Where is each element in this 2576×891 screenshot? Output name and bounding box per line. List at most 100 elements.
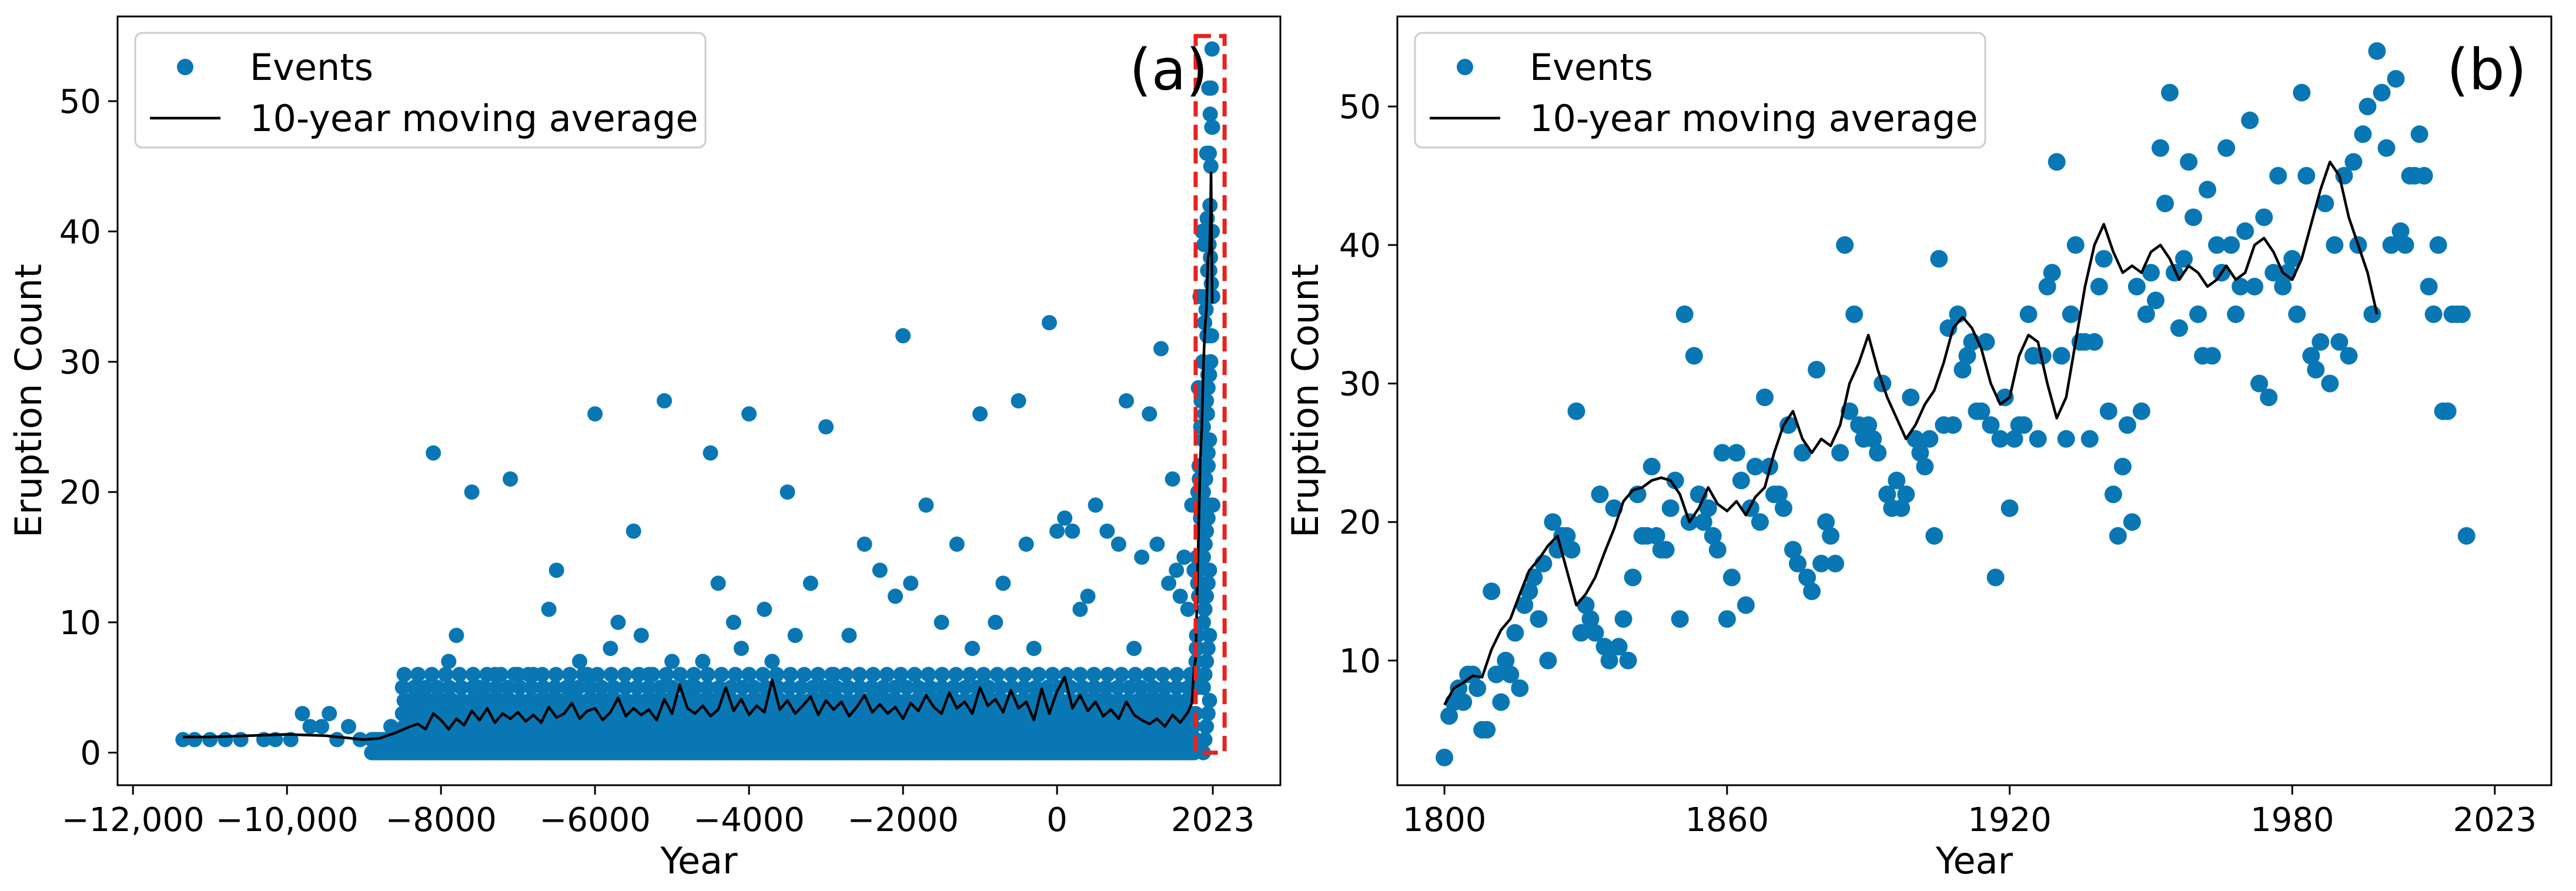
event-point bbox=[657, 393, 673, 408]
event-point bbox=[1197, 732, 1213, 748]
event-point bbox=[934, 679, 950, 695]
event-point bbox=[2457, 527, 2475, 545]
event-point bbox=[1831, 444, 1849, 462]
event-point bbox=[2109, 527, 2127, 545]
event-point bbox=[1172, 588, 1188, 604]
event-point bbox=[2250, 374, 2269, 393]
event-point bbox=[1205, 497, 1221, 513]
y-tick-label: 30 bbox=[59, 343, 101, 381]
axes-frame bbox=[1396, 15, 2552, 786]
event-point bbox=[695, 654, 711, 669]
event-point bbox=[781, 679, 797, 695]
x-tick-label: −10,000 bbox=[216, 801, 359, 839]
event-point bbox=[2156, 195, 2174, 213]
event-point bbox=[1685, 347, 1703, 365]
event-point bbox=[782, 666, 798, 682]
event-point bbox=[2358, 98, 2377, 116]
event-point bbox=[1911, 444, 1929, 462]
event-point bbox=[2180, 153, 2198, 171]
event-point bbox=[1506, 624, 1524, 642]
event-point bbox=[2038, 277, 2056, 296]
event-point bbox=[958, 679, 973, 695]
event-point bbox=[430, 679, 446, 695]
event-point bbox=[1713, 444, 1731, 462]
event-point bbox=[1591, 485, 1609, 504]
event-point bbox=[1003, 666, 1019, 682]
event-point bbox=[1657, 541, 1675, 559]
event-point bbox=[1169, 562, 1185, 578]
event-point bbox=[2000, 499, 2019, 517]
event-point bbox=[2189, 305, 2207, 323]
event-point bbox=[2080, 430, 2099, 448]
event-point bbox=[1202, 562, 1217, 578]
event-point bbox=[2288, 305, 2306, 323]
y-tick-label: 50 bbox=[1339, 88, 1381, 126]
event-point bbox=[921, 666, 936, 682]
event-point bbox=[1567, 402, 1585, 420]
event-point bbox=[1775, 499, 1792, 517]
event-point bbox=[711, 679, 727, 695]
x-axis-label: Year bbox=[660, 839, 738, 882]
x-tick-label: 1800 bbox=[1403, 801, 1487, 839]
event-point bbox=[500, 679, 516, 695]
event-point bbox=[838, 666, 854, 682]
event-point bbox=[1199, 719, 1215, 735]
event-point bbox=[1520, 582, 1538, 601]
event-point bbox=[1180, 601, 1196, 617]
event-point bbox=[949, 536, 965, 552]
y-axis-label: Eruption Count bbox=[1284, 264, 1327, 538]
event-point bbox=[1204, 328, 1219, 344]
event-point bbox=[1110, 536, 1126, 552]
event-point bbox=[2293, 83, 2311, 102]
event-point bbox=[1202, 145, 1217, 161]
event-point bbox=[1544, 513, 1562, 531]
event-point bbox=[2321, 374, 2339, 393]
event-point bbox=[686, 666, 702, 682]
event-point bbox=[735, 679, 751, 695]
event-point bbox=[714, 666, 730, 682]
event-point bbox=[1200, 458, 1216, 474]
event-point bbox=[2099, 402, 2117, 420]
event-point bbox=[2283, 250, 2301, 268]
legend-events-label: Events bbox=[250, 46, 373, 89]
event-point bbox=[1099, 523, 1115, 539]
event-point bbox=[2377, 139, 2396, 157]
event-point bbox=[1031, 666, 1046, 682]
event-point bbox=[617, 679, 633, 695]
event-point bbox=[202, 732, 218, 748]
event-point bbox=[1925, 527, 1943, 545]
event-point bbox=[1203, 80, 1219, 96]
event-point bbox=[1727, 444, 1745, 462]
event-point bbox=[2387, 70, 2405, 88]
event-point bbox=[487, 666, 503, 682]
event-point bbox=[826, 666, 842, 682]
event-point bbox=[2316, 195, 2334, 213]
y-tick-label: 50 bbox=[59, 83, 101, 121]
x-tick-label: −8000 bbox=[385, 801, 496, 839]
event-point bbox=[603, 666, 619, 682]
event-point bbox=[594, 679, 610, 695]
event-point bbox=[383, 719, 399, 735]
event-point bbox=[841, 628, 857, 644]
event-point bbox=[426, 445, 441, 461]
event-point bbox=[893, 666, 909, 682]
event-point bbox=[1869, 444, 1887, 462]
event-point bbox=[2175, 250, 2193, 268]
event-point bbox=[2147, 292, 2164, 310]
event-point bbox=[441, 679, 457, 695]
event-point bbox=[2255, 208, 2273, 226]
event-point bbox=[797, 666, 812, 682]
event-point bbox=[2232, 277, 2250, 296]
event-point bbox=[2152, 139, 2169, 157]
event-point bbox=[629, 679, 645, 695]
event-point bbox=[2424, 305, 2443, 323]
event-point bbox=[1675, 305, 1694, 323]
x-tick-label: −4000 bbox=[693, 801, 804, 839]
event-point bbox=[1737, 596, 1755, 614]
event-point bbox=[1065, 523, 1080, 539]
event-point bbox=[1017, 666, 1033, 682]
event-point bbox=[465, 666, 481, 682]
event-point bbox=[1157, 679, 1173, 695]
event-point bbox=[1930, 250, 1948, 268]
